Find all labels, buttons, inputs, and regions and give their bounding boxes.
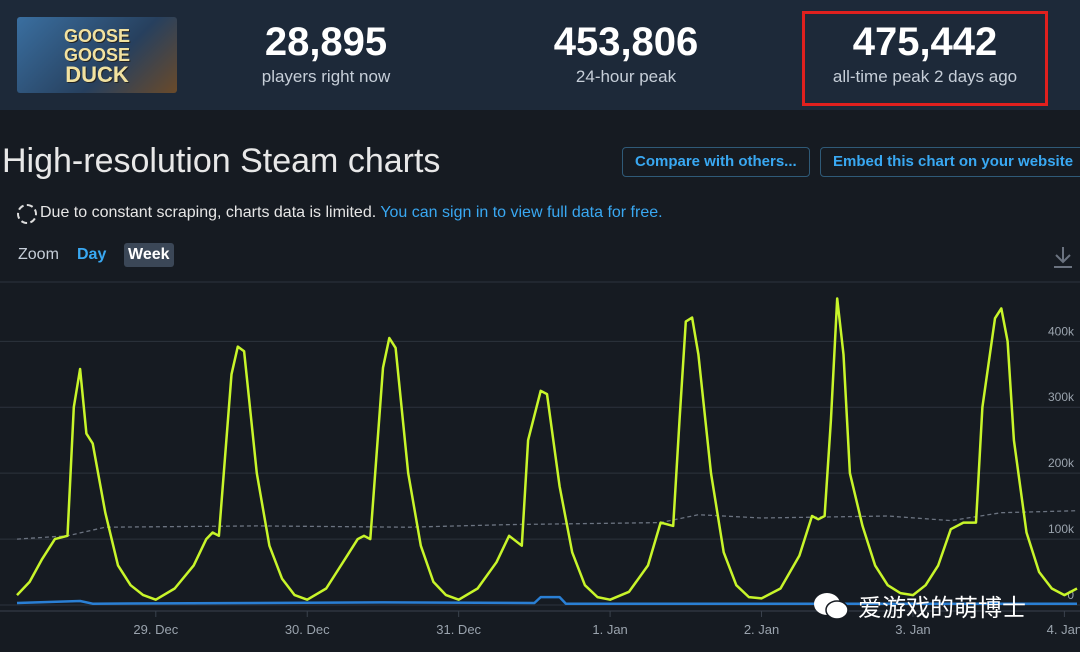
series-line (16, 297, 1078, 601)
y-tick-label: 200k (1048, 456, 1075, 470)
zoom-option[interactable]: Day (77, 246, 107, 263)
wechat-icon (814, 592, 849, 620)
logo-text: GOOSE (63, 45, 130, 65)
zoom-label: Zoom (18, 246, 59, 263)
watermark-text: 爱游戏的萌博士 (858, 595, 1026, 622)
compare-button[interactable]: Compare with others... (622, 147, 810, 177)
y-tick-label: 100k (1048, 522, 1075, 536)
notice: Due to constant scraping, charts data is… (40, 204, 663, 222)
stat-label: 24-hour peak (575, 67, 677, 86)
x-tick-label: 3. Jan (895, 622, 930, 637)
x-tick-label: 30. Dec (285, 622, 330, 637)
header: GOOSE GOOSE DUCK 28,895 players right now… (0, 0, 1080, 110)
x-tick-label: 29. Dec (133, 622, 178, 637)
x-tick-label: 4. Jan (1047, 622, 1080, 637)
notice-text: Due to constant scraping, charts data is… (40, 204, 377, 221)
stat-value: 475,442 (852, 20, 998, 64)
x-tick-label: 2. Jan (744, 622, 779, 637)
stat-label: players right now (261, 67, 391, 86)
stat-label: all-time peak 2 days ago (832, 67, 1018, 86)
y-tick-label: 400k (1048, 324, 1075, 338)
series-line (16, 595, 1077, 605)
notice-icon (17, 204, 37, 224)
logo-text: DUCK (65, 62, 129, 87)
highlight-box (802, 11, 1048, 106)
section-title: High-resolution Steam charts (2, 142, 441, 180)
y-tick-label: 0 (1067, 588, 1074, 602)
stat: 453,806 24-hour peak (486, 20, 766, 87)
sign-in-link[interactable]: You can sign in to view full data for fr… (380, 204, 663, 221)
x-tick-label: 31. Dec (436, 622, 481, 637)
y-tick-label: 300k (1048, 390, 1075, 404)
download-icon[interactable] (1052, 245, 1074, 269)
x-tick-label: 1. Jan (592, 622, 627, 637)
stat-value: 28,895 (264, 20, 388, 64)
watermark: 爱游戏的萌博士 (812, 588, 1026, 623)
logo-text: GOOSE (63, 26, 130, 46)
stat-value: 453,806 (553, 20, 699, 64)
plot-background (0, 272, 1080, 652)
stat: 475,442 all-time peak 2 days ago (785, 20, 1065, 87)
game-logo: GOOSE GOOSE DUCK (17, 17, 177, 93)
embed-button[interactable]: Embed this chart on your website (820, 147, 1080, 177)
zoom-option[interactable]: Week (124, 243, 174, 267)
stat: 28,895 players right now (186, 20, 466, 87)
